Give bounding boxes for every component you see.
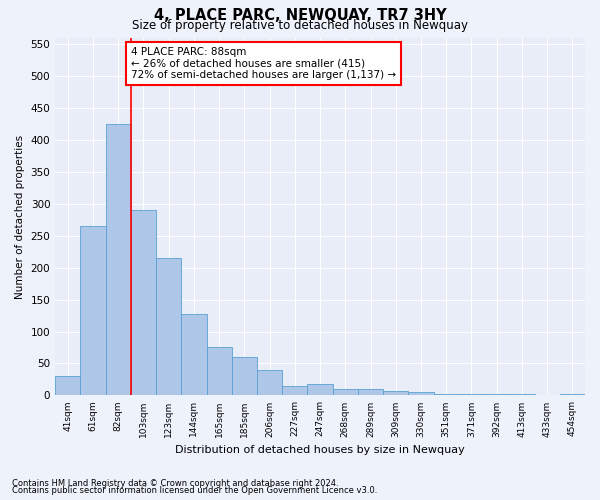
Bar xyxy=(307,384,332,396)
Bar xyxy=(131,210,156,396)
Text: 4, PLACE PARC, NEWQUAY, TR7 3HY: 4, PLACE PARC, NEWQUAY, TR7 3HY xyxy=(154,8,446,22)
Bar xyxy=(232,357,257,396)
Text: 4 PLACE PARC: 88sqm
← 26% of detached houses are smaller (415)
72% of semi-detac: 4 PLACE PARC: 88sqm ← 26% of detached ho… xyxy=(131,47,396,80)
Text: Size of property relative to detached houses in Newquay: Size of property relative to detached ho… xyxy=(132,18,468,32)
Bar xyxy=(560,394,585,396)
Bar xyxy=(383,391,409,396)
Bar xyxy=(181,314,206,396)
Y-axis label: Number of detached properties: Number of detached properties xyxy=(15,134,25,298)
Bar xyxy=(509,394,535,396)
Bar xyxy=(358,389,383,396)
Bar xyxy=(206,347,232,396)
Bar xyxy=(106,124,131,396)
Bar xyxy=(282,386,307,396)
Text: Contains public sector information licensed under the Open Government Licence v3: Contains public sector information licen… xyxy=(12,486,377,495)
Bar xyxy=(257,370,282,396)
Bar xyxy=(156,258,181,396)
Bar xyxy=(80,226,106,396)
Bar xyxy=(484,394,509,396)
Bar xyxy=(535,395,560,396)
X-axis label: Distribution of detached houses by size in Newquay: Distribution of detached houses by size … xyxy=(175,445,465,455)
Bar xyxy=(459,394,484,396)
Bar xyxy=(434,394,459,396)
Bar xyxy=(55,376,80,396)
Bar xyxy=(332,389,358,396)
Text: Contains HM Land Registry data © Crown copyright and database right 2024.: Contains HM Land Registry data © Crown c… xyxy=(12,478,338,488)
Bar xyxy=(409,392,434,396)
